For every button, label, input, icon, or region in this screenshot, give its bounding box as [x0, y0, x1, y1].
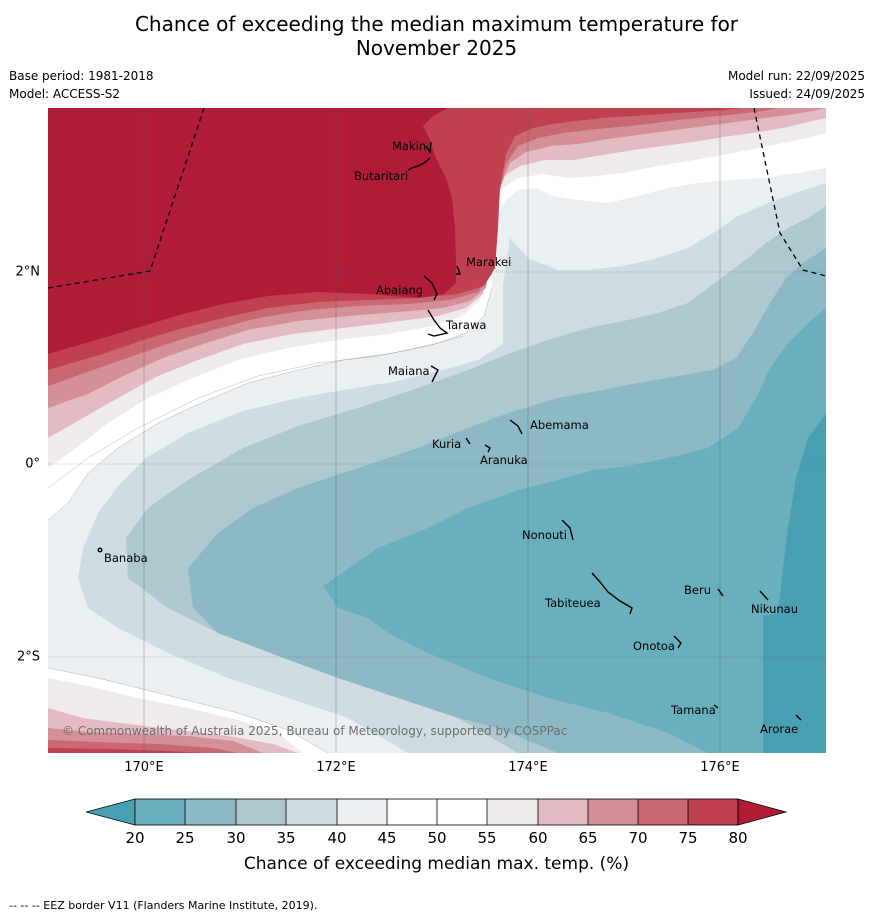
- forecast-map: Makin Butaritari Marakei Abaiang Tarawa …: [48, 108, 826, 753]
- colorbar-tick-80: 80: [728, 829, 748, 847]
- copyright-notice: © Commonwealth of Australia 2025, Bureau…: [62, 724, 567, 738]
- lon-label-174e: 174°E: [508, 760, 548, 775]
- lon-label-176e: 176°E: [700, 760, 740, 775]
- lon-label-172e: 172°E: [316, 760, 356, 775]
- metadata-left: Base period: 1981-2018 Model: ACCESS-S2: [9, 67, 154, 103]
- place-nonouti: Nonouti: [522, 528, 567, 542]
- place-aranuka: Aranuka: [480, 453, 528, 467]
- colorbar-extend-high: [737, 798, 788, 826]
- model-run: Model run: 22/09/2025: [727, 69, 865, 83]
- place-abemama: Abemama: [530, 418, 589, 432]
- colorbar-seg-60-65: [538, 799, 588, 825]
- colorbar-tick-25: 25: [175, 829, 195, 847]
- colorbar-seg-25-30: [185, 799, 236, 825]
- lat-label-2s: 2°S: [16, 649, 40, 665]
- graticule: [48, 108, 826, 753]
- colorbar-seg-70-75: [638, 799, 688, 825]
- colorbar-extend-low: [84, 798, 136, 826]
- lon-label-170e: 170°E: [124, 760, 164, 775]
- colorbar-label: Chance of exceeding median max. temp. (%…: [243, 854, 630, 874]
- eez-footnote: -- -- -- EEZ border V11 (Flanders Marine…: [9, 899, 318, 912]
- colorbar: [84, 798, 788, 832]
- colorbar-seg-30-35: [236, 799, 286, 825]
- colorbar-tick-30: 30: [226, 829, 246, 847]
- colorbar-tick-20: 20: [125, 829, 145, 847]
- place-tabiteuea: Tabiteuea: [544, 596, 601, 610]
- base-period: Base period: 1981-2018: [9, 69, 154, 83]
- colorbar-tick-70: 70: [628, 829, 648, 847]
- title-line-1: Chance of exceeding the median maximum t…: [134, 12, 739, 36]
- colorbar-seg-65-70: [588, 799, 638, 825]
- lat-label-0: 0°: [25, 456, 40, 472]
- issued-date: Issued: 24/09/2025: [749, 87, 865, 101]
- place-maiana: Maiana: [388, 364, 430, 378]
- colorbar-svg: [84, 798, 788, 826]
- place-makin: Makin: [392, 139, 426, 153]
- place-marakei: Marakei: [466, 255, 511, 269]
- map-svg: Makin Butaritari Marakei Abaiang Tarawa …: [48, 108, 826, 753]
- place-arorae: Arorae: [760, 722, 798, 736]
- place-kuria: Kuria: [432, 437, 461, 451]
- lat-label-2n: 2°N: [15, 264, 41, 280]
- place-labels: Makin Butaritari Marakei Abaiang Tarawa …: [104, 139, 798, 736]
- colorbar-tick-35: 35: [276, 829, 296, 847]
- place-nikunau: Nikunau: [751, 602, 798, 616]
- colorbar-tick-60: 60: [528, 829, 548, 847]
- place-tamana: Tamana: [670, 703, 716, 717]
- colorbar-tick-50: 50: [427, 829, 447, 847]
- place-beru: Beru: [684, 583, 711, 597]
- colorbar-seg-35-40: [286, 799, 337, 825]
- eez-boundary: [48, 108, 826, 289]
- colorbar-seg-75-80: [688, 799, 738, 825]
- chart-title: Chance of exceeding the median maximum t…: [0, 12, 873, 60]
- colorbar-seg-40-45: [337, 799, 387, 825]
- model-name: Model: ACCESS-S2: [9, 87, 121, 101]
- place-banaba: Banaba: [104, 551, 148, 565]
- colorbar-tick-65: 65: [578, 829, 598, 847]
- colorbar-seg-45-50: [387, 799, 437, 825]
- colorbar-tick-40: 40: [327, 829, 347, 847]
- place-tarawa: Tarawa: [445, 318, 486, 332]
- place-abaiang: Abaiang: [376, 283, 423, 297]
- colorbar-seg-55-60: [487, 799, 538, 825]
- band-above-80: [48, 108, 456, 354]
- place-butaritari: Butaritari: [354, 169, 408, 183]
- contour-lines: [48, 287, 493, 753]
- island-shapes: [97, 141, 802, 721]
- place-onotoa: Onotoa: [633, 639, 675, 653]
- colorbar-seg-20-25: [135, 799, 185, 825]
- colorbar-dividers: [134, 798, 739, 826]
- colorbar-tick-55: 55: [477, 829, 497, 847]
- metadata-right: Model run: 22/09/2025 Issued: 24/09/2025: [728, 67, 865, 103]
- colorbar-seg-50-55: [437, 799, 487, 825]
- colorbar-tick-45: 45: [377, 829, 397, 847]
- colorbar-tick-75: 75: [678, 829, 698, 847]
- title-line-2: November 2025: [355, 36, 518, 60]
